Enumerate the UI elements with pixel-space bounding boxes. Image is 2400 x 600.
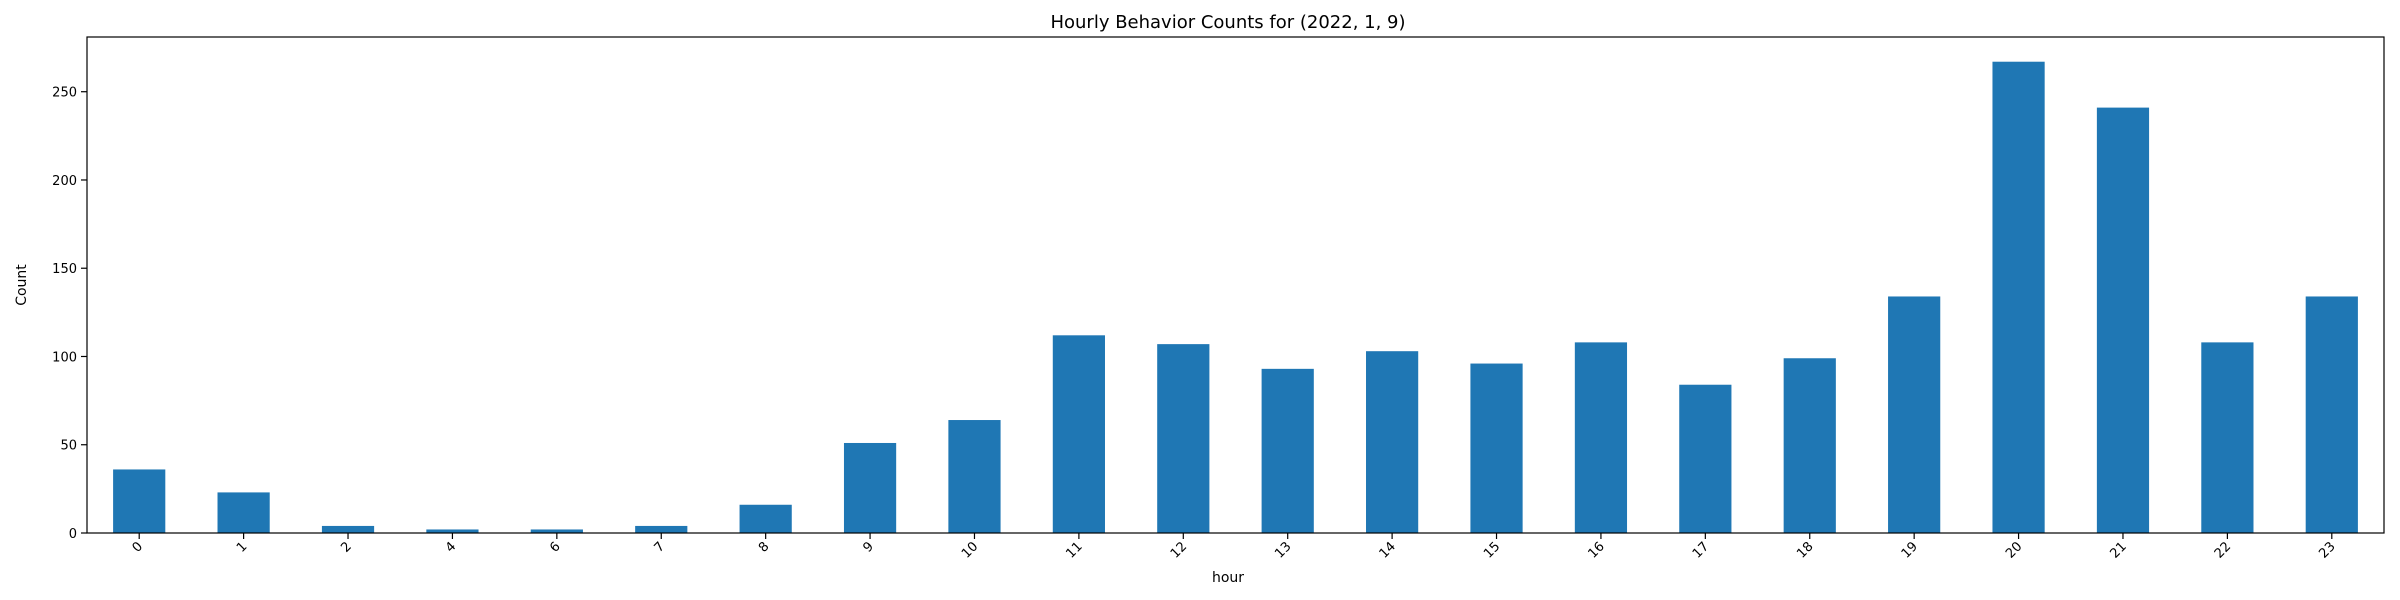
bar-hour-6	[530, 529, 583, 533]
x-axis-ticks: 0 1 2 4 6 7 8 9 10 11 12 13 14 15 16 17 18 19 20 21 22 23	[130, 533, 2339, 562]
bar-hour-1	[217, 492, 270, 533]
y-tick-label: 200	[52, 174, 77, 189]
bar-hour-2	[321, 525, 375, 533]
bar-hour-7	[635, 525, 688, 533]
x-tick-label: 2	[338, 539, 354, 555]
bar-hour-11	[1052, 335, 1105, 533]
bar-hour-9	[843, 442, 897, 533]
chart-title: Hourly Behavior Counts for (2022, 1, 9)	[1050, 12, 1405, 33]
y-tick-label: 50	[60, 439, 77, 454]
bar-hour-13	[1261, 368, 1314, 533]
bar-hour-18	[1783, 358, 1836, 533]
x-tick-label: 8	[756, 539, 772, 555]
y-tick-label: 100	[52, 350, 77, 365]
bar-hour-10	[948, 420, 1001, 533]
x-tick-label: 11	[1063, 539, 1085, 561]
x-tick-label: 21	[2107, 539, 2129, 561]
bar-hour-23	[2305, 296, 2358, 533]
x-tick-label: 9	[860, 539, 876, 555]
x-tick-label: 13	[1272, 539, 1294, 561]
x-tick-label: 17	[1690, 539, 1712, 561]
bar-hour-15	[1470, 363, 1523, 533]
x-tick-label: 4	[443, 539, 459, 555]
bar-hour-8	[739, 504, 792, 533]
x-tick-label: 19	[1899, 539, 1921, 561]
y-axis-label: Count	[14, 264, 30, 306]
x-tick-label: 14	[1377, 539, 1399, 561]
bar-hour-19	[1888, 296, 1941, 533]
x-tick-label: 15	[1481, 539, 1503, 561]
x-tick-label: 12	[1168, 539, 1190, 561]
x-tick-label: 1	[234, 539, 250, 555]
bar-hour-22	[2201, 342, 2254, 533]
bar-hour-20	[1992, 61, 2045, 534]
bars-group	[113, 61, 2358, 534]
x-tick-label: 18	[1794, 539, 1816, 561]
x-tick-label: 22	[2212, 539, 2234, 561]
y-tick-label: 150	[52, 262, 77, 277]
x-tick-label: 7	[652, 539, 668, 555]
plot-frame	[86, 36, 2385, 534]
y-tick-label: 250	[52, 86, 77, 101]
x-tick-label: 16	[1585, 539, 1607, 561]
bar-hour-0	[113, 469, 166, 533]
x-tick-label: 0	[130, 539, 146, 555]
x-tick-label: 20	[2003, 539, 2025, 561]
x-tick-label: 23	[2316, 539, 2338, 561]
bar-hour-4	[426, 529, 479, 533]
bar-hour-14	[1366, 351, 1419, 533]
y-axis-ticks: 0 50 100 150 200 250	[52, 86, 87, 542]
y-tick-label: 0	[69, 527, 77, 542]
bar-hour-12	[1157, 344, 1210, 533]
x-axis-label: hour	[1212, 570, 1244, 586]
bar-hour-16	[1574, 342, 1628, 533]
bar-hour-17	[1679, 384, 1732, 533]
bar-hour-21	[2096, 107, 2150, 533]
x-tick-label: 10	[959, 539, 981, 561]
x-tick-label: 6	[547, 539, 563, 555]
